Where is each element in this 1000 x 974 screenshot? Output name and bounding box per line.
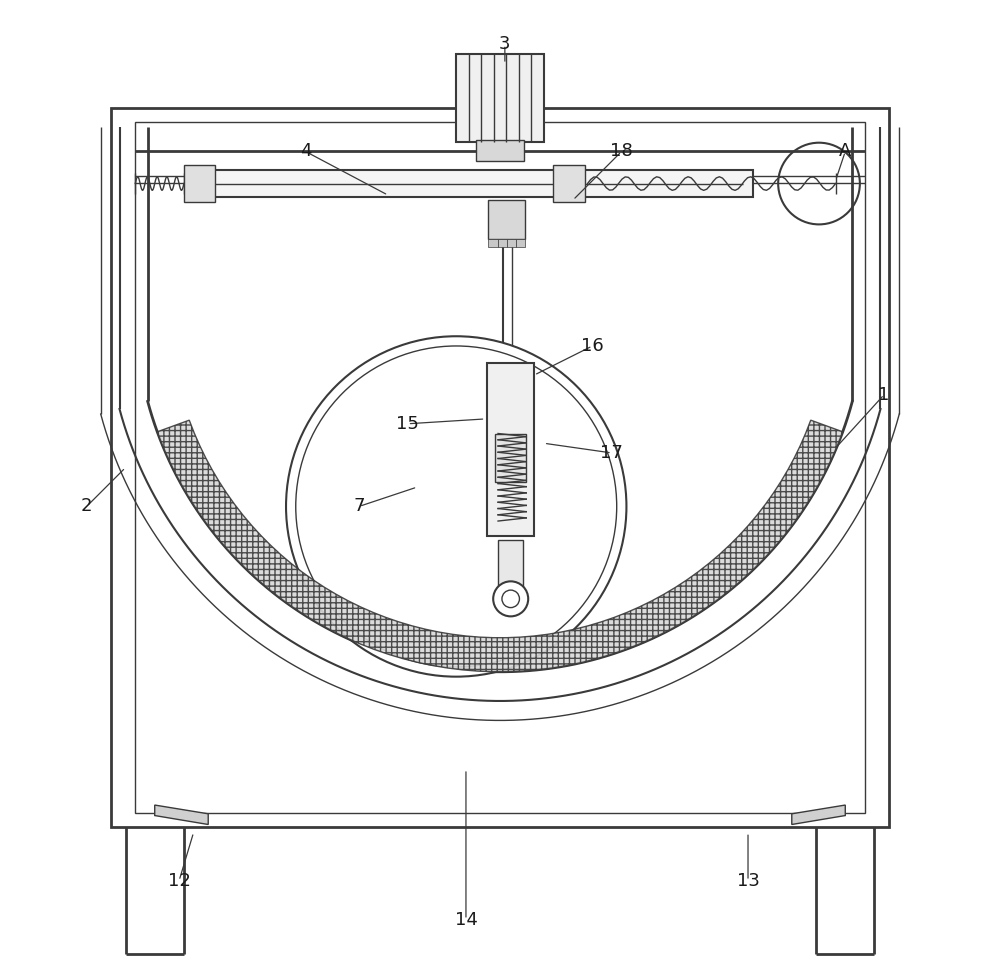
Circle shape — [286, 336, 626, 677]
Bar — [135, 123, 865, 813]
Text: A: A — [839, 142, 851, 161]
Bar — [184, 165, 215, 202]
Bar — [476, 140, 524, 161]
Bar — [111, 108, 889, 828]
Polygon shape — [155, 805, 208, 825]
Polygon shape — [157, 420, 843, 672]
Bar — [488, 200, 525, 239]
Text: 18: 18 — [610, 142, 633, 161]
Circle shape — [493, 581, 528, 617]
Text: 14: 14 — [455, 911, 477, 929]
Bar — [203, 169, 753, 197]
Bar — [553, 165, 585, 202]
Bar — [495, 433, 526, 482]
Bar — [498, 239, 507, 246]
Bar — [516, 239, 525, 246]
Bar — [488, 239, 498, 246]
Text: 17: 17 — [600, 444, 623, 462]
Text: 2: 2 — [81, 498, 92, 515]
Text: 3: 3 — [499, 35, 511, 54]
Text: 4: 4 — [300, 142, 311, 161]
Bar — [507, 239, 516, 246]
Text: 16: 16 — [581, 337, 604, 355]
Text: 7: 7 — [353, 498, 365, 515]
Bar — [498, 541, 523, 589]
Text: 12: 12 — [168, 872, 190, 890]
Text: 1: 1 — [878, 386, 890, 403]
Text: 13: 13 — [737, 872, 759, 890]
Bar — [456, 55, 544, 142]
Bar — [487, 362, 534, 536]
Text: 15: 15 — [396, 415, 419, 432]
Polygon shape — [792, 805, 845, 825]
